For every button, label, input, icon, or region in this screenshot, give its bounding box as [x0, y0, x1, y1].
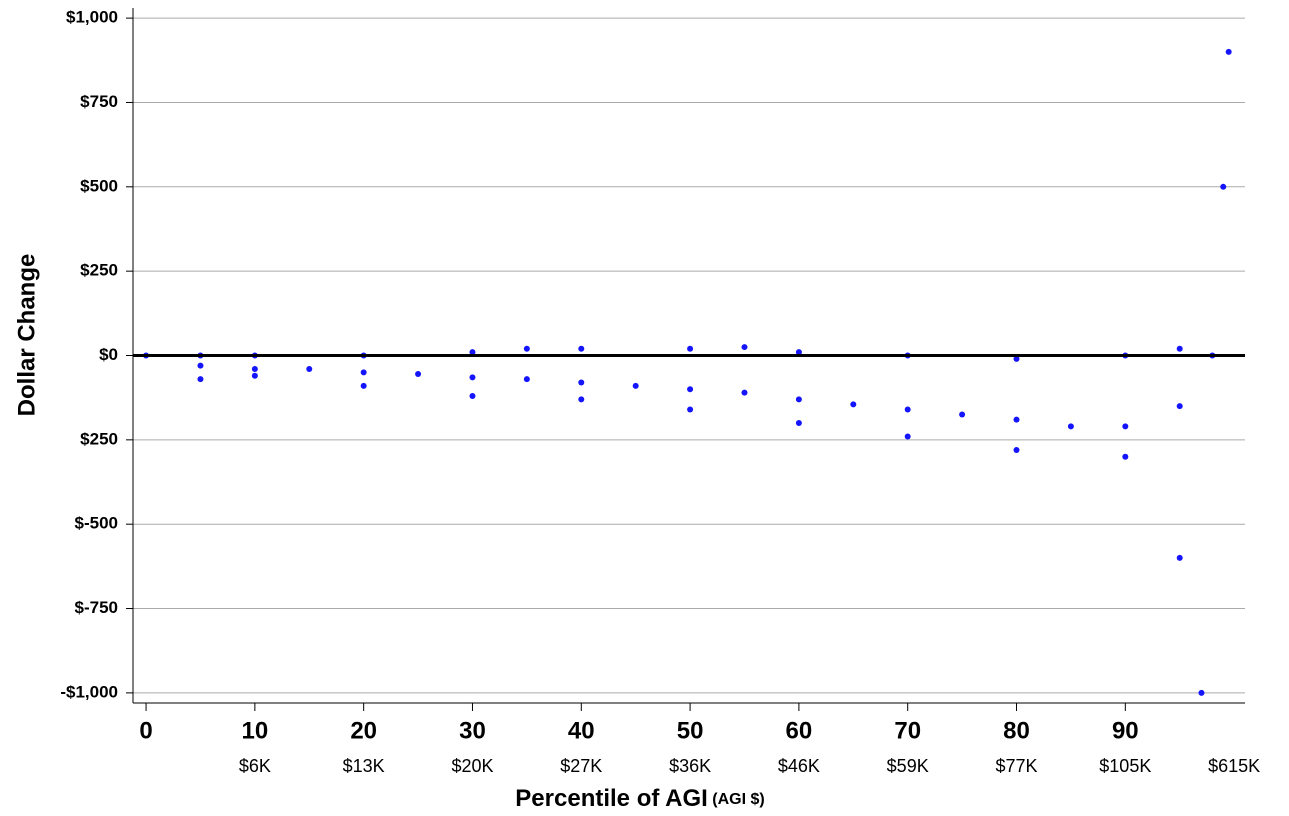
point [795, 419, 802, 426]
point [904, 406, 911, 413]
x-axis-note: (AGI $) [712, 791, 764, 808]
point [850, 401, 857, 408]
x2-tick-label: $46K [778, 756, 820, 776]
point [741, 344, 748, 351]
point [578, 396, 585, 403]
y-axis-label: Dollar Change [13, 254, 40, 417]
point [687, 386, 694, 393]
y-tick-label: -$1,000 [60, 682, 118, 701]
x-tick-label: 90 [1112, 717, 1139, 744]
x-tick-label: 50 [677, 717, 704, 744]
point [795, 349, 802, 356]
x2-tick-label: $27K [560, 756, 602, 776]
point [197, 362, 204, 369]
x-tick-label: 40 [568, 717, 595, 744]
y-tick-label: $250 [80, 261, 118, 280]
x-tick-label: 0 [139, 717, 152, 744]
point [523, 376, 530, 383]
x-axis-label: Percentile of AGI [515, 785, 708, 812]
y-tick-label: $500 [80, 176, 118, 195]
point [251, 372, 258, 379]
x-tick-label: 10 [242, 717, 269, 744]
point [959, 411, 966, 418]
point [1176, 345, 1183, 352]
point [578, 345, 585, 352]
y-tick-label: $1,000 [66, 8, 118, 27]
point [578, 379, 585, 386]
x-tick-label: 30 [459, 717, 486, 744]
point [251, 365, 258, 372]
x-tick-label: 80 [1003, 717, 1030, 744]
x-tick-label: 20 [350, 717, 377, 744]
point [1013, 355, 1020, 362]
point [1122, 423, 1129, 430]
y-tick-label: $-750 [75, 598, 118, 617]
point [1067, 423, 1074, 430]
x2-tick-label: $77K [995, 756, 1037, 776]
point [469, 374, 476, 381]
x2-tick-label: $615K [1208, 756, 1260, 776]
point [632, 382, 639, 389]
point [1220, 183, 1227, 190]
point [795, 396, 802, 403]
point [415, 371, 422, 378]
y-tick-label: $0 [99, 345, 118, 364]
point [1198, 689, 1205, 696]
point [1013, 446, 1020, 453]
x2-tick-label: $13K [343, 756, 385, 776]
x-axis-label-group: Percentile of AGI (AGI $) [515, 785, 764, 812]
point [904, 433, 911, 440]
y-tick-label: $-500 [75, 514, 118, 533]
y-tick-label: $250 [80, 429, 118, 448]
point [197, 376, 204, 383]
x-tick-label: 60 [786, 717, 813, 744]
x-tick-label: 70 [894, 717, 921, 744]
point [1122, 453, 1129, 460]
point [687, 345, 694, 352]
point [1225, 48, 1232, 55]
point [1013, 416, 1020, 423]
point [360, 382, 367, 389]
x2-tick-label: $6K [239, 756, 271, 776]
x2-tick-label: $36K [669, 756, 711, 776]
x2-tick-label: $105K [1099, 756, 1151, 776]
point [1176, 554, 1183, 561]
x2-tick-label: $20K [451, 756, 493, 776]
point [741, 389, 748, 396]
point [687, 406, 694, 413]
y-tick-label: $750 [80, 92, 118, 111]
point [360, 369, 367, 376]
point [306, 365, 313, 372]
point [1176, 403, 1183, 410]
point [469, 392, 476, 399]
point [469, 349, 476, 356]
point [523, 345, 530, 352]
x2-tick-label: $59K [887, 756, 929, 776]
